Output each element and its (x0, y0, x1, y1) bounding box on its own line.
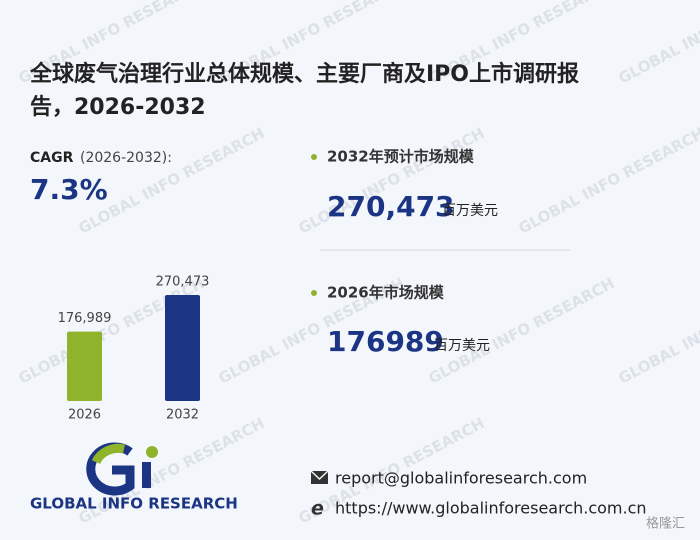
stat-value: 176989 (327, 325, 444, 358)
bar (67, 331, 102, 401)
stat-unit: 百万美元 (434, 338, 490, 354)
cagr-label: CAGR (30, 150, 74, 166)
email: report@globalinforesearch.com (335, 469, 587, 488)
title-line: 全球废气治理行业总体规模、主要厂商及IPO上市调研报 (29, 61, 579, 87)
bar-chart: 176,989 2026 270,473 2032 (58, 275, 210, 423)
web-icon: e (311, 498, 324, 520)
bar (165, 295, 200, 401)
title-line: 告，2026-2032 (30, 95, 206, 120)
stat-value: 270,473 (327, 190, 455, 223)
bullet (311, 290, 317, 296)
email-icon-flap (310, 470, 329, 481)
bullet (311, 154, 317, 160)
x-tick-label: 2026 (68, 408, 101, 423)
stat-label: 2026年市场规模 (327, 284, 445, 302)
value-label: 176,989 (58, 311, 112, 326)
cagr-value: 7.3% (30, 173, 108, 206)
cagr-period: (2026-2032): (80, 150, 172, 166)
source-mark: 格隆汇 (646, 516, 685, 532)
stat-unit: 百万美元 (442, 203, 498, 219)
x-tick-label: 2032 (166, 408, 199, 423)
stat-label: 2032年预计市场规模 (327, 148, 475, 166)
logo-mark (86, 442, 158, 496)
website: https://www.globalinforesearch.com.cn (335, 499, 647, 518)
logo-text: GLOBAL INFO RESEARCH (30, 495, 238, 513)
value-label: 270,473 (156, 275, 210, 290)
